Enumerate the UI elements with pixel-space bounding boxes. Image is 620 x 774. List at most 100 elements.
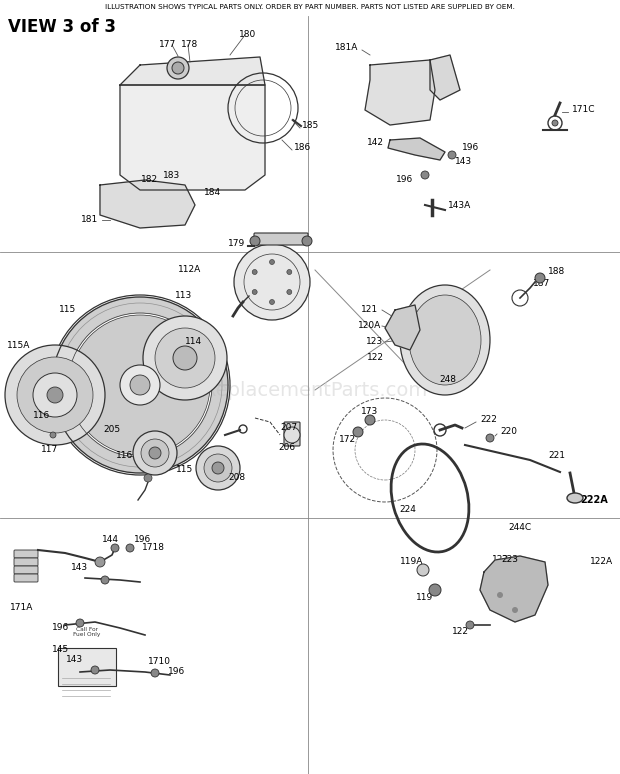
Text: 187: 187 — [533, 279, 551, 289]
Text: 122A: 122A — [590, 557, 613, 567]
Text: 186: 186 — [294, 143, 311, 152]
Circle shape — [155, 328, 215, 388]
Circle shape — [151, 669, 159, 677]
Text: 116: 116 — [117, 450, 134, 460]
Circle shape — [111, 544, 119, 552]
Text: 123: 123 — [366, 337, 384, 347]
Text: 171C: 171C — [572, 105, 595, 115]
Text: 171A: 171A — [10, 604, 33, 612]
Text: 145: 145 — [52, 646, 69, 655]
Circle shape — [270, 300, 275, 304]
Circle shape — [130, 375, 150, 395]
Polygon shape — [120, 85, 265, 190]
Text: 206: 206 — [278, 444, 295, 453]
Text: 181A: 181A — [335, 43, 358, 53]
Text: 1710: 1710 — [148, 657, 171, 666]
Text: 177: 177 — [159, 40, 177, 49]
Circle shape — [172, 62, 184, 74]
Polygon shape — [365, 60, 435, 125]
Text: ILLUSTRATION SHOWS TYPICAL PARTS ONLY. ORDER BY PART NUMBER. PARTS NOT LISTED AR: ILLUSTRATION SHOWS TYPICAL PARTS ONLY. O… — [105, 4, 515, 10]
Circle shape — [76, 619, 84, 627]
Text: 172: 172 — [339, 436, 356, 444]
Circle shape — [196, 446, 240, 490]
FancyBboxPatch shape — [284, 422, 300, 446]
Text: 223: 223 — [502, 555, 518, 564]
Circle shape — [284, 427, 300, 443]
FancyBboxPatch shape — [14, 558, 38, 566]
Circle shape — [95, 557, 105, 567]
Text: 119A: 119A — [401, 557, 423, 567]
Circle shape — [144, 474, 152, 482]
Circle shape — [70, 315, 210, 455]
Circle shape — [143, 316, 227, 400]
Text: 142: 142 — [366, 138, 384, 147]
Text: 120A: 120A — [358, 321, 382, 330]
Circle shape — [535, 273, 545, 283]
Ellipse shape — [409, 295, 481, 385]
Circle shape — [204, 454, 232, 482]
Text: VIEW 3 of 3: VIEW 3 of 3 — [8, 18, 116, 36]
Circle shape — [149, 447, 161, 459]
Text: 221: 221 — [548, 450, 565, 460]
Text: 117: 117 — [42, 446, 59, 454]
Circle shape — [126, 544, 134, 552]
Text: 1718: 1718 — [142, 543, 165, 553]
Circle shape — [448, 151, 456, 159]
FancyBboxPatch shape — [14, 566, 38, 574]
Text: 115: 115 — [60, 306, 77, 314]
Text: 114: 114 — [185, 337, 202, 347]
Text: 196: 196 — [462, 143, 479, 152]
Text: 220: 220 — [500, 427, 517, 437]
Circle shape — [47, 387, 63, 403]
Text: 222: 222 — [480, 416, 497, 424]
Circle shape — [234, 244, 310, 320]
Polygon shape — [430, 55, 460, 100]
Text: 179: 179 — [228, 238, 245, 248]
Text: 196: 196 — [52, 624, 69, 632]
Text: 143: 143 — [455, 157, 472, 166]
Text: 115: 115 — [176, 465, 193, 474]
Circle shape — [120, 365, 160, 405]
Circle shape — [421, 171, 429, 179]
Text: 182: 182 — [141, 175, 159, 184]
Circle shape — [91, 666, 99, 674]
Text: 196: 196 — [168, 667, 185, 676]
Circle shape — [353, 427, 363, 437]
Text: 196: 196 — [134, 536, 151, 544]
Circle shape — [5, 345, 105, 445]
Text: 181: 181 — [81, 215, 99, 224]
Circle shape — [101, 576, 109, 584]
Text: 180: 180 — [239, 30, 257, 39]
Text: 113: 113 — [175, 292, 192, 300]
Text: 115A: 115A — [7, 341, 30, 350]
Circle shape — [250, 236, 260, 246]
Text: 173: 173 — [361, 407, 379, 416]
Text: 144: 144 — [102, 536, 118, 544]
Circle shape — [50, 432, 56, 438]
Circle shape — [252, 269, 257, 275]
Circle shape — [270, 259, 275, 265]
Ellipse shape — [567, 493, 583, 503]
Text: 178: 178 — [182, 40, 198, 49]
Polygon shape — [388, 138, 445, 160]
FancyBboxPatch shape — [14, 574, 38, 582]
Circle shape — [17, 357, 93, 433]
Circle shape — [552, 120, 558, 126]
Text: 143: 143 — [71, 563, 89, 573]
Text: 184: 184 — [204, 188, 221, 197]
Text: 185: 185 — [302, 121, 319, 129]
Circle shape — [252, 289, 257, 294]
Text: 122: 122 — [366, 354, 384, 362]
Circle shape — [417, 564, 429, 576]
Circle shape — [33, 373, 77, 417]
Text: 123: 123 — [492, 556, 509, 564]
Text: 207: 207 — [280, 423, 297, 433]
Circle shape — [486, 434, 494, 442]
Circle shape — [212, 462, 224, 474]
FancyBboxPatch shape — [254, 233, 308, 245]
Text: 112A: 112A — [178, 265, 202, 275]
Bar — [58, 648, 116, 686]
Text: 208: 208 — [228, 474, 245, 482]
Ellipse shape — [400, 285, 490, 395]
Text: 122: 122 — [451, 628, 469, 636]
